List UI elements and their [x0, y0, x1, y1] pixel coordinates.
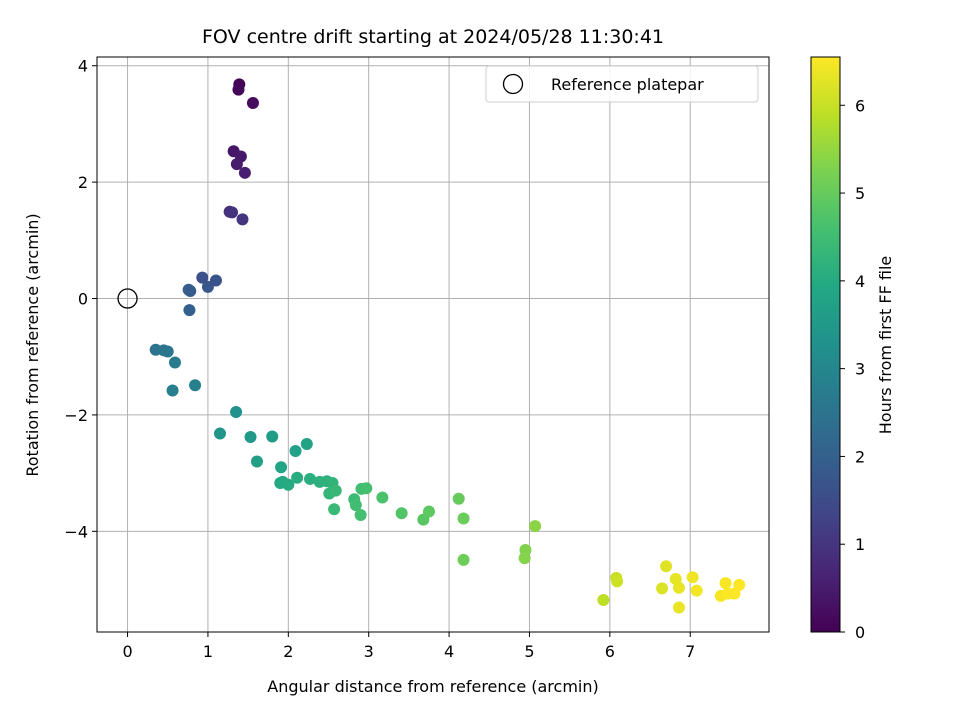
data-point — [196, 271, 209, 284]
data-point — [457, 553, 470, 566]
data-point — [719, 577, 732, 590]
data-point — [230, 406, 243, 419]
colorbar-tick-label: 5 — [855, 184, 865, 203]
data-point — [733, 578, 746, 591]
colorbar-tick-label: 2 — [855, 447, 865, 466]
data-point — [250, 455, 263, 468]
data-point — [360, 482, 373, 495]
colorbar-tick-label: 0 — [855, 623, 865, 642]
x-tick-label: 2 — [283, 642, 293, 661]
y-axis-label: Rotation from reference (arcmin) — [23, 213, 42, 476]
x-tick-label: 6 — [605, 642, 615, 661]
data-point — [672, 581, 685, 594]
x-axis-label: Angular distance from reference (arcmin) — [267, 677, 598, 696]
data-point — [291, 471, 304, 484]
data-point — [244, 431, 257, 444]
colorbar-tick-label: 4 — [855, 272, 865, 291]
x-tick-label: 7 — [685, 642, 695, 661]
legend-marker — [502, 73, 524, 95]
data-point — [728, 587, 741, 600]
data-point — [300, 438, 313, 451]
data-point — [183, 304, 196, 317]
data-point — [209, 274, 222, 287]
colorbar: 0 1 2 3 4 5 6 Hours from first FF file — [810, 56, 895, 642]
x-tick-label: 5 — [524, 642, 534, 661]
data-point — [611, 575, 624, 588]
y-tick-label: −4 — [64, 522, 88, 541]
data-point — [422, 505, 435, 518]
data-point — [529, 520, 542, 533]
chart-title: FOV centre drift starting at 2024/05/28 … — [202, 26, 664, 48]
colorbar-ticks: 0 1 2 3 4 5 6 — [840, 96, 865, 642]
y-tick-label: 2 — [78, 173, 88, 192]
x-tick-label: 0 — [122, 642, 132, 661]
y-axis: −4 −2 0 2 4 — [64, 57, 97, 541]
legend-label: Reference platepar — [551, 75, 704, 94]
data-point — [457, 512, 470, 525]
data-point — [282, 478, 295, 491]
data-point — [452, 492, 465, 505]
data-point — [690, 584, 703, 597]
colorbar-tick-label: 3 — [855, 360, 865, 379]
reference-marker — [117, 288, 138, 309]
data-point — [518, 552, 531, 565]
data-point — [329, 484, 342, 497]
data-point — [349, 499, 362, 512]
x-tick-label: 3 — [364, 642, 374, 661]
x-tick-label: 1 — [203, 642, 213, 661]
data-points — [149, 78, 746, 614]
reference-point — [117, 288, 138, 309]
data-point — [304, 472, 317, 485]
data-point — [232, 83, 245, 96]
legend: Reference platepar — [485, 65, 759, 103]
data-point — [328, 503, 341, 516]
data-point — [395, 507, 408, 520]
data-point — [686, 571, 699, 584]
data-point — [289, 445, 302, 458]
data-point — [672, 601, 685, 614]
colorbar-gradient — [810, 56, 841, 633]
data-point — [201, 280, 214, 293]
data-point — [161, 345, 174, 358]
grid — [97, 57, 769, 632]
colorbar-label: Hours from first FF file — [876, 256, 895, 435]
data-point — [226, 206, 239, 219]
legend-box — [485, 65, 759, 103]
y-tick-label: 0 — [78, 290, 88, 309]
x-tick-label: 4 — [444, 642, 454, 661]
data-point — [166, 384, 179, 397]
data-point — [656, 582, 669, 595]
data-point — [236, 213, 249, 226]
data-point — [182, 283, 195, 296]
colorbar-tick-label: 1 — [855, 535, 865, 554]
data-point — [266, 430, 279, 443]
colorbar-tick-label: 6 — [855, 96, 865, 115]
data-point — [246, 96, 259, 109]
data-point — [376, 491, 389, 504]
data-point — [660, 560, 673, 573]
data-point — [168, 356, 181, 369]
data-point — [354, 509, 367, 522]
data-point — [275, 461, 288, 474]
data-point — [189, 379, 202, 392]
y-tick-label: 4 — [78, 57, 88, 76]
data-point — [213, 427, 226, 440]
x-axis: 0 1 2 3 4 5 6 7 — [122, 632, 695, 661]
y-tick-label: −2 — [64, 406, 88, 425]
data-point — [597, 593, 610, 606]
plot-frame — [96, 56, 770, 633]
data-point — [230, 158, 243, 171]
data-point — [238, 166, 251, 179]
